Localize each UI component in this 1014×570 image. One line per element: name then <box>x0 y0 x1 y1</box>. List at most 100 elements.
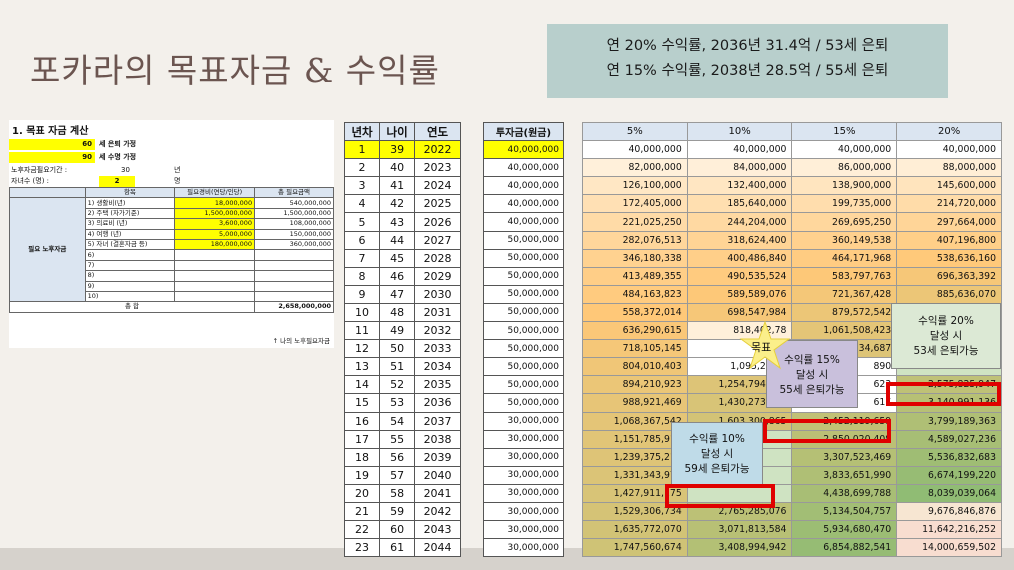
year-cell: 44 <box>379 230 416 250</box>
col-rate-5: 5% <box>582 121 688 142</box>
return-cell: 5,134,504,757 <box>791 501 898 522</box>
year-cell: 56 <box>379 447 416 467</box>
return-cell: 14,000,659,502 <box>896 538 1002 558</box>
return-row: 172,405,000 185,640,000 199,735,000 214,720… <box>582 194 1002 214</box>
return-table-header: 5% 10% 15% 20% <box>582 121 1002 142</box>
children-value: 2 <box>99 176 135 187</box>
year-cell: 47 <box>379 284 416 304</box>
year-row: 19 57 2040 <box>343 465 461 485</box>
goal-total <box>254 290 334 303</box>
return-cell: 1,529,306,734 <box>582 501 688 522</box>
year-row: 22 60 2043 <box>343 520 461 540</box>
year-row: 6 44 2027 <box>343 230 461 250</box>
goal-item: 7) <box>84 259 176 272</box>
year-cell: 2044 <box>414 538 461 558</box>
year-cell: 58 <box>379 483 416 503</box>
return-cell: 269,695,250 <box>791 212 898 232</box>
investment-cell: 40,000,000 <box>483 194 564 214</box>
year-row: 20 58 2041 <box>343 483 461 503</box>
return-cell: 1,635,772,070 <box>582 520 688 540</box>
investment-cell: 30,000,000 <box>483 501 564 522</box>
col-item: 항목 <box>84 186 176 199</box>
return-row: 282,076,513 318,624,400 360,149,538 407,196… <box>582 230 1002 250</box>
investment-cell: 50,000,000 <box>483 339 564 359</box>
note-15-line-2: 달성 시 <box>795 369 829 381</box>
slide-title: 포카라의 목표자금 & 수익률 <box>30 51 440 90</box>
investment-cell: 30,000,000 <box>483 465 564 485</box>
return-cell: 804,010,403 <box>582 357 688 377</box>
goal-total <box>254 259 334 272</box>
goal-item: 10) <box>84 290 176 303</box>
col-rate-20: 20% <box>896 121 1002 142</box>
year-cell: 2043 <box>414 520 461 540</box>
investment-cell: 50,000,000 <box>483 248 564 268</box>
year-cell: 2 <box>343 158 381 178</box>
year-row: 5 43 2026 <box>343 212 461 232</box>
investment-cell: 50,000,000 <box>483 284 564 304</box>
return-cell: 3,071,813,584 <box>686 520 793 540</box>
year-cell: 39 <box>379 140 416 160</box>
return-cell: 538,636,160 <box>896 248 1002 268</box>
year-cell: 17 <box>343 429 381 449</box>
year-cell: 52 <box>379 375 416 395</box>
goal-star-icon <box>739 320 791 370</box>
return-table: 5% 10% 15% 20% 40,000,000 40,000,000 40,00… <box>582 121 1002 558</box>
col-cost: 필요경비(연당/인당) <box>174 186 256 199</box>
return-cell: 86,000,000 <box>791 158 898 178</box>
year-row: 16 54 2037 <box>343 411 461 431</box>
return-cell: 40,000,000 <box>686 140 793 160</box>
return-cell: 6,674,199,220 <box>896 465 1002 485</box>
goal-item: 6) <box>84 249 176 261</box>
year-cell: 2042 <box>414 501 461 522</box>
return-cell: 464,171,968 <box>791 248 898 268</box>
investment-cell: 50,000,000 <box>483 230 564 250</box>
year-cell: 42 <box>379 194 416 214</box>
year-cell: 18 <box>343 447 381 467</box>
goal-total: 1,500,000,000 <box>254 207 334 220</box>
goal-fund-table: 1. 목표 자금 계산 60 세 은퇴 가정 90 세 수명 가정 노후자금필요… <box>8 120 334 348</box>
col-calendar-year: 연도 <box>414 121 461 142</box>
return-cell: 346,180,338 <box>582 248 688 268</box>
goal-item: 5) 자녀 (결혼자금 등) <box>84 238 176 251</box>
sum-label: 총 합 <box>8 301 256 313</box>
year-cell: 55 <box>379 429 416 449</box>
return-cell: 11,642,216,252 <box>896 520 1002 540</box>
year-cell: 40 <box>379 158 416 178</box>
investment-cell: 50,000,000 <box>483 321 564 341</box>
goal-cost: 180,000,000 <box>174 238 256 251</box>
return-cell: 145,600,000 <box>896 176 1002 196</box>
year-cell: 60 <box>379 520 416 540</box>
goal-item: 1) 생활비(년) <box>84 197 176 209</box>
year-cell: 2030 <box>414 284 461 304</box>
investment-row: 30,000,000 <box>483 483 564 503</box>
goal-cost: 18,000,000 <box>174 197 256 209</box>
note-10-percent: 수익률 10% 달성 시 59세 은퇴가능 <box>671 422 763 488</box>
return-cell: 400,486,840 <box>686 248 793 268</box>
year-cell: 20 <box>343 483 381 503</box>
year-cell: 14 <box>343 375 381 395</box>
investment-cell: 40,000,000 <box>483 176 564 196</box>
year-cell: 46 <box>379 266 416 286</box>
investment-table: 투자금(원금) 40,000,000 40,000,000 40,000,000 40… <box>483 121 564 558</box>
return-cell: 413,489,355 <box>582 266 688 286</box>
return-cell: 3,799,189,363 <box>896 411 1002 431</box>
summary-callout: 연 20% 수익률, 2036년 31.4억 / 53세 은퇴 연 15% 수익… <box>547 24 948 98</box>
year-row: 3 41 2024 <box>343 176 461 196</box>
return-row: 82,000,000 84,000,000 86,000,000 88,000,000 <box>582 158 1002 178</box>
year-row: 15 53 2036 <box>343 393 461 413</box>
year-cell: 2025 <box>414 194 461 214</box>
year-cell: 2032 <box>414 321 461 341</box>
year-cell: 7 <box>343 248 381 268</box>
goal-row: 2) 주택 (자가기준) 1,500,000,000 1,500,000,000 <box>10 207 334 220</box>
investment-cell: 30,000,000 <box>483 447 564 467</box>
year-row: 7 45 2028 <box>343 248 461 268</box>
return-row: 1,529,306,734 2,765,285,076 5,134,504,757 9… <box>582 501 1002 522</box>
year-cell: 2026 <box>414 212 461 232</box>
year-row: 17 55 2038 <box>343 429 461 449</box>
year-cell: 59 <box>379 501 416 522</box>
investment-row: 30,000,000 <box>483 465 564 485</box>
col-investment: 투자금(원금) <box>483 121 564 142</box>
return-cell: 82,000,000 <box>582 158 688 178</box>
group-label: 필요 노후자금 <box>9 197 86 303</box>
goal-star-label: 목표 <box>751 341 772 354</box>
